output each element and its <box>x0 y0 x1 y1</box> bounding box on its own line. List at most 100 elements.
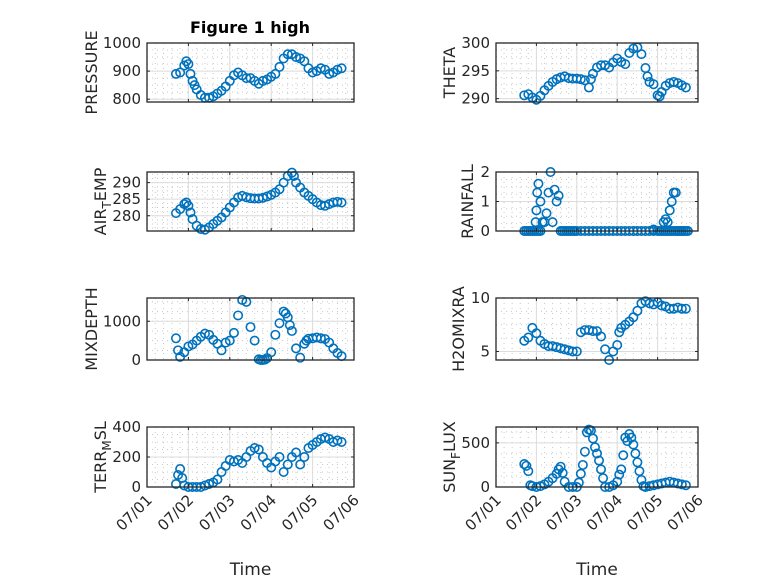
data-point <box>535 196 546 207</box>
data-point <box>676 303 687 314</box>
y-tick-label: 290 <box>112 174 141 192</box>
data-point <box>658 217 669 228</box>
data-point <box>299 56 310 67</box>
x-tick-label: 07/04 <box>237 491 280 534</box>
axes-box <box>146 171 355 232</box>
data-point <box>626 432 637 443</box>
data-point <box>666 196 677 207</box>
data-point <box>575 74 586 85</box>
x-tick-label: 07/05 <box>623 491 666 534</box>
data-point <box>533 178 544 189</box>
y-tick-label: 200 <box>112 448 141 466</box>
data-point <box>181 56 192 67</box>
data-point <box>567 346 578 357</box>
data-point <box>596 464 607 475</box>
data-point <box>274 61 285 72</box>
data-point <box>216 345 227 356</box>
data-point <box>233 310 244 321</box>
y-tick-label: 290 <box>461 90 490 108</box>
data-point <box>183 200 194 211</box>
data-point <box>628 439 639 450</box>
x-tick-label: 07/03 <box>542 491 585 534</box>
axes-box <box>495 42 699 103</box>
data-point <box>579 75 590 86</box>
data-point <box>614 469 625 480</box>
x-tick-label: 07/03 <box>195 491 238 534</box>
y-axis-label: SUNFLUX <box>440 421 463 493</box>
y-axis-label: H2OMIXRA <box>449 286 468 372</box>
data-point <box>295 459 306 470</box>
data-point <box>278 466 289 477</box>
data-point <box>228 327 239 338</box>
data-point <box>668 76 679 87</box>
data-point <box>531 205 542 216</box>
y-tick-label: 10 <box>471 289 490 307</box>
data-point <box>185 207 196 218</box>
y-label-subscript: M <box>100 440 114 450</box>
data-point <box>585 74 596 85</box>
x-tick-label: 07/01 <box>462 491 505 534</box>
data-point <box>598 473 609 484</box>
data-point <box>680 303 691 314</box>
data-point <box>557 467 568 478</box>
data-series <box>170 49 347 103</box>
x-tick-label: 07/01 <box>113 491 156 534</box>
data-point <box>575 468 586 479</box>
data-series <box>170 294 347 365</box>
data-point <box>642 71 653 82</box>
data-point <box>531 328 542 339</box>
data-point <box>295 352 306 363</box>
data-point <box>664 205 675 216</box>
data-point <box>170 333 181 344</box>
x-tick-label: 07/02 <box>502 491 545 534</box>
y-tick-label: 900 <box>112 62 141 80</box>
data-point <box>245 322 256 333</box>
y-label-subscript: T <box>100 201 114 210</box>
data-point <box>224 335 235 346</box>
axes-box <box>495 426 699 488</box>
data-point <box>636 49 647 60</box>
y-tick-label: 1000 <box>103 312 141 330</box>
data-point <box>257 192 268 203</box>
data-point <box>266 347 277 358</box>
data-point <box>547 217 558 228</box>
figure-title: Figure 1 high <box>190 18 310 37</box>
data-point <box>175 67 186 78</box>
x-axis-label: Time <box>229 560 272 580</box>
y-label-part: EMP <box>91 167 110 201</box>
data-point <box>185 68 196 79</box>
data-series <box>519 42 691 105</box>
y-tick-label: 5 <box>480 342 490 360</box>
y-axis-label: TERRMSL <box>91 421 114 494</box>
y-axis-label: PRESSURE <box>82 30 101 114</box>
data-point <box>579 446 590 457</box>
data-point <box>282 459 293 470</box>
x-tick-label: 07/06 <box>320 491 363 534</box>
y-tick-label: 0 <box>131 351 141 369</box>
data-point <box>249 335 260 346</box>
y-tick-label: 295 <box>461 62 490 80</box>
x-tick-label: 07/02 <box>154 491 197 534</box>
data-series <box>170 167 347 235</box>
x-axis-label: Time <box>575 560 618 580</box>
y-label-subscript: F <box>449 452 463 459</box>
data-point <box>173 345 184 356</box>
data-point <box>332 196 343 207</box>
data-point <box>270 68 281 79</box>
data-point <box>336 63 347 74</box>
data-series <box>519 424 691 492</box>
x-tick-label: 07/05 <box>278 491 321 534</box>
data-series <box>519 296 691 365</box>
data-point <box>662 217 673 228</box>
data-point <box>284 320 295 331</box>
data-point <box>577 459 588 470</box>
y-tick-label: 500 <box>461 434 490 452</box>
data-point <box>199 328 210 339</box>
